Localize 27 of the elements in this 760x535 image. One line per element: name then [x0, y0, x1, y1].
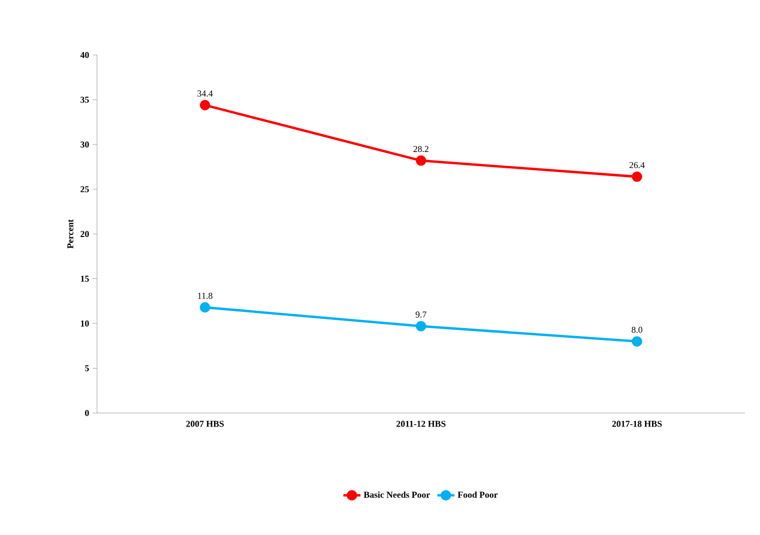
y-tick-label: 25 [80, 186, 89, 192]
x-tick-label: 2017-18 HBS [612, 420, 662, 427]
data-label: 26.4 [630, 162, 645, 168]
point [200, 302, 210, 313]
data-label: 28.2 [414, 146, 428, 152]
legend-label: Food Poor [458, 491, 498, 498]
y-tick-label: 20 [80, 230, 89, 238]
legend-label: Basic Needs Poor [364, 491, 430, 498]
y-tick-label: 0 [85, 410, 89, 416]
y-tick-label: 15 [80, 276, 89, 282]
point [416, 155, 426, 166]
data-label: 8.0 [632, 326, 642, 333]
point [632, 172, 642, 182]
point [416, 320, 426, 332]
point [632, 336, 642, 347]
x-tick-label: 2011-12 HBS [396, 420, 446, 427]
y-tick-label: 40 [80, 52, 89, 58]
y-tick-label: 35 [80, 96, 89, 103]
data-label: 9.7 [416, 312, 426, 318]
y-axis-title: Percent [67, 219, 74, 248]
point [200, 100, 210, 110]
y-tick-label: 10 [80, 320, 89, 327]
data-label: 11.8 [198, 292, 212, 299]
y-tick-label: 30 [80, 141, 89, 148]
data-label: 34.4 [198, 90, 213, 97]
x-tick-label: 2007 HBS [186, 420, 224, 427]
y-tick-label: 5 [85, 365, 89, 372]
